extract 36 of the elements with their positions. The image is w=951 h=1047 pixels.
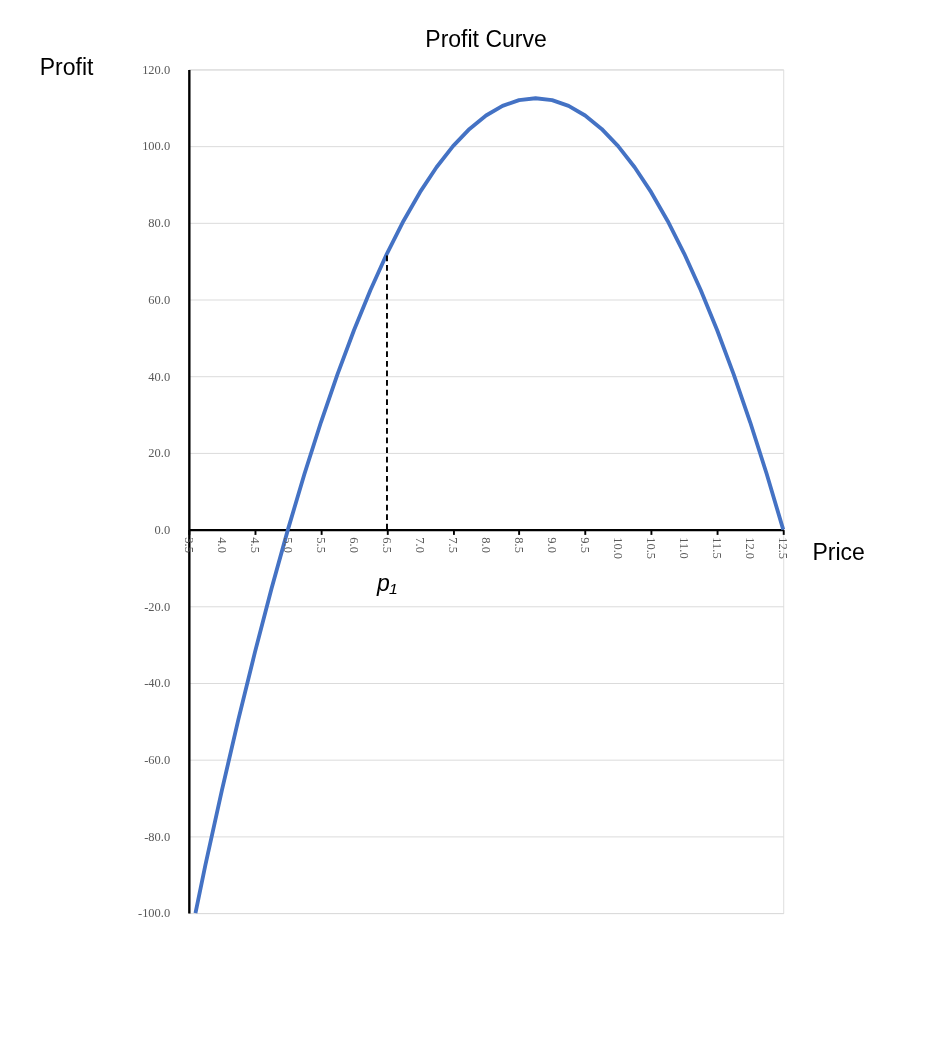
x-tick-label: 11.0 [677, 537, 692, 559]
x-tick-label: 5.0 [281, 537, 296, 553]
chart-title: Profit Curve [425, 26, 547, 53]
x-tick-label: 6.0 [347, 537, 362, 553]
y-tick-label: -20.0 [144, 599, 171, 614]
y-tick-label: -40.0 [144, 676, 171, 691]
y-tick-label: -100.0 [137, 906, 171, 921]
x-tick-label: 10.5 [644, 537, 659, 560]
x-tick-label: 5.5 [314, 537, 329, 553]
y-tick-label: 80.0 [148, 216, 171, 231]
x-axis-title: Price [812, 538, 865, 565]
y-tick-label: 100.0 [142, 139, 171, 154]
y-axis-title: Profit [39, 53, 95, 80]
x-tick-label: 11.5 [710, 537, 725, 559]
x-tick-label: 12.5 [776, 537, 791, 560]
x-tick-label: 12.0 [743, 537, 758, 560]
annotation: p₁ [375, 569, 398, 596]
x-tick-label: 3.5 [182, 537, 197, 553]
y-tick-label: -60.0 [144, 753, 171, 768]
y-tick-label: 120.0 [142, 62, 171, 77]
x-tick-label: 7.5 [446, 537, 461, 553]
y-tick-label: 40.0 [148, 369, 171, 384]
x-tick-label: 9.0 [545, 537, 560, 553]
x-tick-label: 10.0 [611, 537, 626, 560]
x-tick-label: 7.0 [413, 537, 428, 553]
line-series [193, 96, 786, 916]
x-tick-label: 9.5 [578, 537, 593, 553]
x-tick-label: 8.0 [479, 537, 494, 553]
y-tick-label: 20.0 [148, 446, 171, 461]
y-tick-label: 0.0 [154, 522, 171, 537]
y-tick-label: -80.0 [144, 829, 171, 844]
x-tick-label: 8.5 [512, 537, 527, 553]
x-tick-label: 4.5 [248, 537, 263, 553]
y-tick-label: 60.0 [148, 292, 171, 307]
x-tick-label: 4.0 [215, 537, 230, 553]
x-tick-label: 6.5 [380, 537, 395, 553]
